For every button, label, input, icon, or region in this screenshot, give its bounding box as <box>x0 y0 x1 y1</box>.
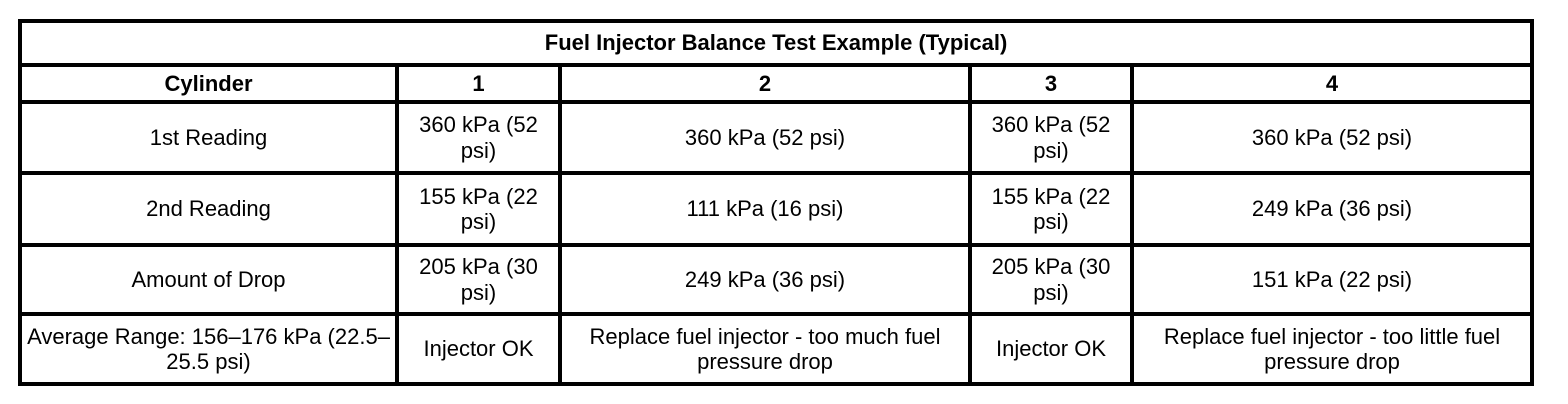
table-cell: 151 kPa (22 psi) <box>1129 243 1535 316</box>
table-cell: 205 kPa (30 psi) <box>395 243 562 316</box>
table-cell: 205 kPa (30 psi) <box>968 243 1134 316</box>
table-title-row: Fuel Injector Balance Test Example (Typi… <box>17 19 1535 67</box>
column-header-3: 3 <box>968 63 1134 104</box>
table-cell: 360 kPa (52 psi) <box>968 100 1134 175</box>
table-cell: 360 kPa (52 psi) <box>558 100 972 175</box>
row-label: Average Range: 156–176 kPa (22.5–25.5 ps… <box>18 312 399 386</box>
table-cell: 155 kPa (22 psi) <box>968 171 1134 247</box>
fuel-injector-balance-table: Fuel Injector Balance Test Example (Typi… <box>17 19 1535 386</box>
table-cell: 111 kPa (16 psi) <box>558 171 972 247</box>
column-header-cylinder: Cylinder <box>18 63 399 104</box>
row-label: 1st Reading <box>18 100 399 175</box>
table-row-2nd-reading: 2nd Reading 155 kPa (22 psi) 111 kPa (16… <box>18 171 1535 247</box>
table-cell: 360 kPa (52 psi) <box>1129 100 1535 175</box>
table-cell: Replace fuel injector - too little fuel … <box>1129 312 1535 386</box>
table-cell: 360 kPa (52 psi) <box>395 100 562 175</box>
column-header-2: 2 <box>558 63 972 104</box>
table-cell: Injector OK <box>395 312 562 386</box>
table-row-amount-of-drop: Amount of Drop 205 kPa (30 psi) 249 kPa … <box>18 243 1535 316</box>
table-header-row: Cylinder 1 2 3 4 <box>18 63 1535 104</box>
table-cell: Replace fuel injector - too much fuel pr… <box>558 312 972 386</box>
row-label: Amount of Drop <box>18 243 399 316</box>
table-cell: 249 kPa (36 psi) <box>558 243 972 316</box>
row-label: 2nd Reading <box>18 171 399 247</box>
table-cell: 155 kPa (22 psi) <box>395 171 562 247</box>
column-header-4: 4 <box>1129 63 1535 104</box>
document-table-container: Fuel Injector Balance Test Example (Typi… <box>17 19 1535 386</box>
table-cell: Injector OK <box>968 312 1134 386</box>
table-title: Fuel Injector Balance Test Example (Typi… <box>17 19 1535 67</box>
table-row-average-range: Average Range: 156–176 kPa (22.5–25.5 ps… <box>18 312 1535 386</box>
table-cell: 249 kPa (36 psi) <box>1129 171 1535 247</box>
column-header-1: 1 <box>395 63 562 104</box>
table-row-1st-reading: 1st Reading 360 kPa (52 psi) 360 kPa (52… <box>18 100 1535 175</box>
